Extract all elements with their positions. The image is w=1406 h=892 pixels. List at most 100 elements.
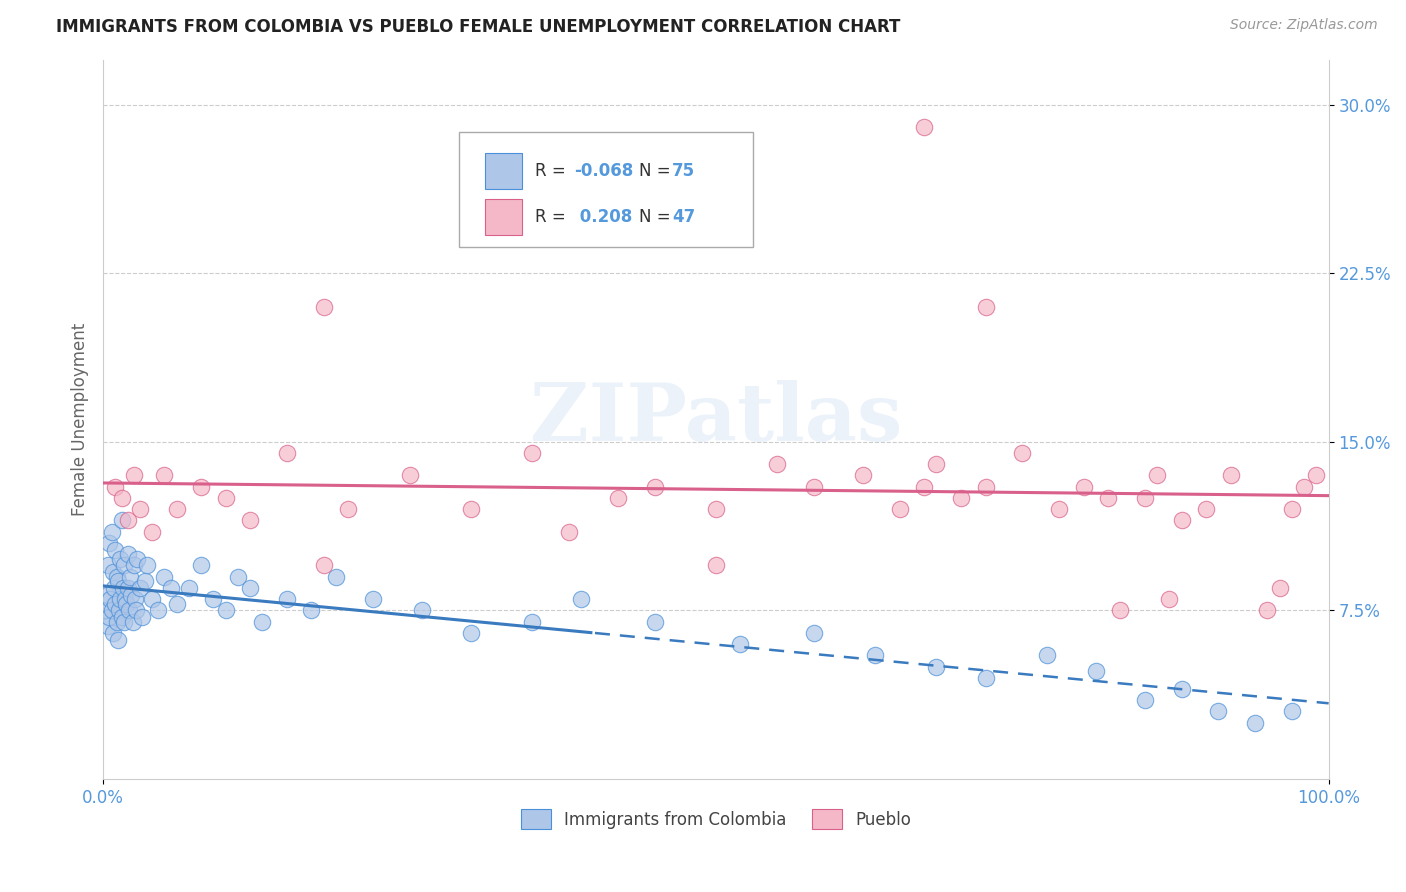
Point [803,480,825,494]
Point [111,581,134,595]
Point [120,569,142,583]
Point [1170,681,1192,696]
Point [1109,603,1132,617]
Point [112,558,135,573]
Point [112,615,135,629]
Point [974,300,997,314]
Point [117,513,139,527]
Point [520,615,543,629]
Point [1047,502,1070,516]
Point [110,610,132,624]
Point [460,625,482,640]
Legend: Immigrants from Colombia, Pueblo: Immigrants from Colombia, Pueblo [515,803,918,835]
Text: 75: 75 [672,162,695,180]
Point [1133,491,1156,505]
Point [94,603,117,617]
Point [190,480,212,494]
Point [122,558,145,573]
Point [1159,592,1181,607]
Point [120,588,142,602]
Point [730,637,752,651]
Point [97,558,120,573]
Point [1097,491,1119,505]
Point [166,502,188,516]
Point [125,603,148,617]
Point [124,592,146,607]
Point [520,446,543,460]
Point [925,659,948,673]
Point [766,457,789,471]
Point [148,603,170,617]
Point [974,480,997,494]
Point [1268,581,1291,595]
Point [118,603,141,617]
Text: N =: N = [638,162,675,180]
Point [1170,513,1192,527]
Point [226,569,249,583]
Point [121,615,143,629]
Point [889,502,911,516]
Point [644,615,666,629]
Point [128,581,150,595]
Point [704,558,727,573]
Point [1036,648,1059,663]
Point [1208,705,1230,719]
Text: -0.068: -0.068 [574,162,633,180]
Point [1294,480,1316,494]
Point [912,480,935,494]
Point [104,542,127,557]
Bar [485,153,522,189]
Point [166,597,188,611]
Point [215,491,238,505]
Point [398,468,420,483]
Point [127,551,149,566]
Point [1195,502,1218,516]
Point [141,524,163,539]
Point [159,581,181,595]
Point [1073,480,1095,494]
Bar [485,199,522,235]
Point [101,565,124,579]
Point [107,574,129,588]
Point [104,480,127,494]
Point [177,581,200,595]
Point [1133,693,1156,707]
Point [912,120,935,134]
Text: 0.208: 0.208 [574,208,631,227]
Point [98,610,121,624]
Point [117,581,139,595]
Point [276,592,298,607]
Point [558,524,581,539]
Point [863,648,886,663]
Point [141,592,163,607]
Text: R =: R = [534,162,571,180]
Point [110,513,132,527]
Point [202,592,225,607]
Point [974,671,997,685]
Point [134,574,156,588]
Point [276,446,298,460]
Point [104,597,127,611]
Point [312,558,335,573]
Point [312,300,335,314]
Point [101,625,124,640]
Point [852,468,875,483]
Point [107,632,129,647]
Point [110,592,132,607]
Point [301,603,323,617]
Point [925,457,948,471]
Point [704,502,727,516]
Point [103,581,125,595]
Point [606,491,628,505]
Point [215,603,238,617]
Point [644,480,666,494]
Point [105,615,128,629]
Point [1146,468,1168,483]
Point [239,513,262,527]
Point [98,536,121,550]
Point [115,597,138,611]
Point [110,491,132,505]
Point [96,588,118,602]
Point [100,603,122,617]
Point [100,524,122,539]
